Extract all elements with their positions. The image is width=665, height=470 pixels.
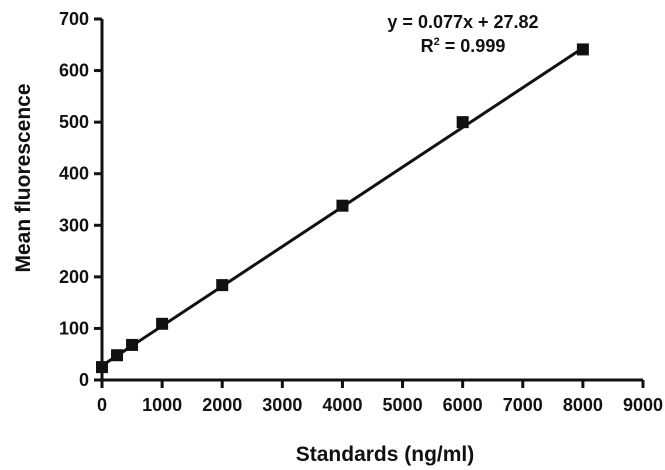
y-tick-label: 300: [59, 215, 89, 235]
x-tick-label: 5000: [383, 395, 423, 415]
data-point-square: [456, 116, 469, 129]
r-squared-prefix: R: [421, 36, 434, 56]
x-tick-label: 0: [97, 395, 107, 415]
x-tick-label: 8000: [563, 395, 603, 415]
y-tick-label: 0: [79, 370, 89, 390]
x-tick-label: 1000: [142, 395, 182, 415]
regression-equation: y = 0.077x + 27.82: [387, 12, 538, 32]
x-tick-label: 7000: [503, 395, 543, 415]
axes-layer: 0 1000 2000 3000 4000 5000 6000 7000 8000 9000 0 10…: [59, 9, 663, 415]
r-squared-superscript: 2: [434, 36, 440, 48]
y-tick-label: 700: [59, 9, 89, 29]
y-tick-label: 100: [59, 318, 89, 338]
y-tick-label: 500: [59, 112, 89, 132]
data-point-square: [336, 199, 349, 212]
x-axis-title: Standards (ng/ml): [296, 443, 475, 466]
x-tick-label: 2000: [202, 395, 242, 415]
y-axis-title: Mean fluorescence: [12, 83, 35, 272]
data-point-square: [126, 338, 139, 351]
data-point-square: [216, 279, 229, 292]
data-points-layer: [96, 43, 589, 374]
x-tick-label: 3000: [262, 395, 302, 415]
x-tick-label: 9000: [623, 395, 663, 415]
y-tick-label: 400: [59, 164, 89, 184]
x-tick-label: 6000: [443, 395, 483, 415]
r-squared-value: = 0.999: [440, 36, 506, 56]
r-squared-annotation: R2 = 0.999: [421, 36, 506, 56]
x-tick-label: 4000: [322, 395, 362, 415]
y-tick-label: 200: [59, 267, 89, 287]
data-point-square: [111, 349, 124, 362]
data-point-square: [156, 317, 169, 330]
data-point-square: [576, 43, 589, 56]
y-tick-label: 600: [59, 61, 89, 81]
